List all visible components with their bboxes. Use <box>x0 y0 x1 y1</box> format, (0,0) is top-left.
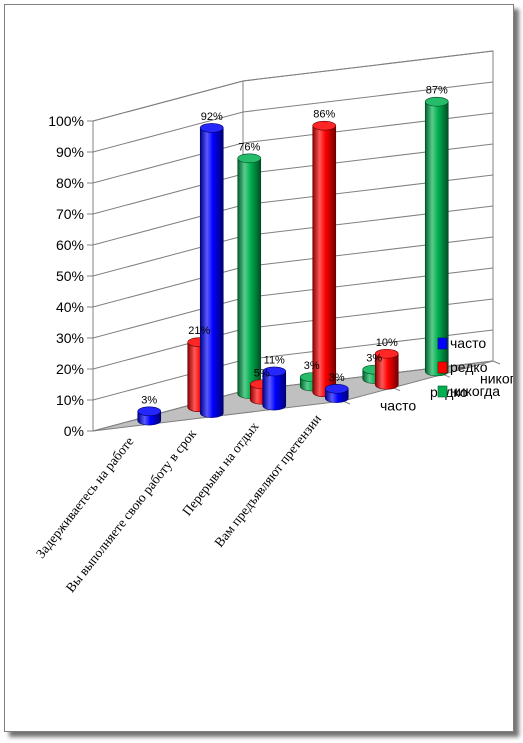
data-label: 86% <box>313 109 335 121</box>
bar-часто-4 <box>324 383 349 403</box>
depth-label: никогда <box>480 371 513 387</box>
legend-item-редко: редко <box>437 359 488 375</box>
y-tick-label: 100% <box>48 113 84 129</box>
data-label: 87% <box>426 85 448 97</box>
y-axis-ticks: 0% 10% 20% 30% 40% 50% 60% 70% 80% 90% 100% <box>48 113 93 439</box>
data-label: 3% <box>366 353 382 365</box>
data-label: 3% <box>329 372 345 384</box>
gridline <box>92 50 494 122</box>
depth-tick <box>492 360 501 365</box>
bar-часто-2 <box>199 123 224 418</box>
data-label: 76% <box>238 141 260 153</box>
data-labels: 87% 3% 3% 76% 10% 86% 5% 21% 3% 11% 92% 3% <box>141 85 448 407</box>
y-tick-label: 80% <box>56 175 84 191</box>
category-label: Задерживаетесь на работе <box>33 434 137 561</box>
y-tick-label: 20% <box>56 361 84 377</box>
y-tick-label: 30% <box>56 330 84 346</box>
depth-label: часто <box>380 397 416 413</box>
bar-редко-3 <box>312 120 337 398</box>
bar-редко-4 <box>374 348 399 390</box>
data-label: 5% <box>254 367 270 379</box>
data-label: 11% <box>264 354 285 366</box>
bar-никогда-1 <box>237 153 262 399</box>
data-label: 3% <box>141 394 157 406</box>
data-label: 10% <box>376 337 398 349</box>
bar-никогда-4 <box>424 96 449 377</box>
gridline <box>92 112 494 184</box>
y-tick-label: 60% <box>56 237 84 253</box>
bar-chart-3d: 0% 10% 20% 30% 40% 50% 60% 70% 80% 90% 100% 87% 3% 3… <box>33 50 513 595</box>
legend-swatch <box>437 385 448 398</box>
legend: часто редко никогда <box>437 335 500 399</box>
y-tick-label: 90% <box>56 144 84 160</box>
legend-swatch <box>437 361 448 374</box>
bars <box>137 96 449 426</box>
legend-swatch <box>437 337 448 350</box>
y-tick-label: 10% <box>56 392 84 408</box>
data-label: 3% <box>304 360 320 372</box>
legend-item-часто: часто <box>437 335 486 351</box>
legend-item-никогда: никогда <box>437 383 500 399</box>
chart-frame: 0% 10% 20% 30% 40% 50% 60% 70% 80% 90% 100% 87% 3% 3… <box>4 4 514 732</box>
y-tick-label: 40% <box>56 299 84 315</box>
data-label: 21% <box>188 325 210 337</box>
y-tick-label: 50% <box>56 268 84 284</box>
y-tick-label: 70% <box>56 206 84 222</box>
y-tick-label: 0% <box>64 423 84 439</box>
category-label: Вам предъявляют претензии <box>211 411 324 549</box>
legend-label: никогда <box>450 383 500 399</box>
legend-label: часто <box>450 335 486 351</box>
bar-часто-1 <box>137 406 162 426</box>
gridline <box>92 81 494 153</box>
legend-label: редко <box>450 359 488 375</box>
data-label: 92% <box>201 111 223 123</box>
bar-часто-3 <box>262 366 287 411</box>
